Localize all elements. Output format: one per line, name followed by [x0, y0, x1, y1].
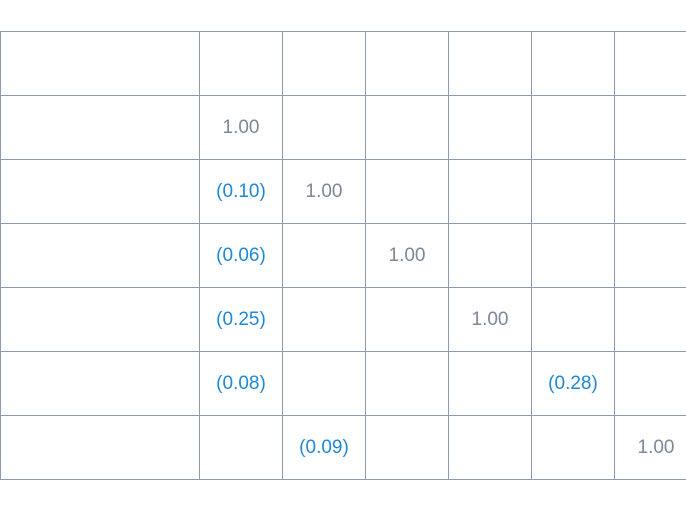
table-row: (0.25) 1.00 [0, 287, 686, 352]
table-row: (0.09) 1.00 [0, 415, 686, 480]
table-cell [448, 95, 532, 160]
header-cell [365, 31, 449, 96]
table-body: 1.00 (0.10) 1.00 (0.06) 1.00 [0, 31, 686, 480]
table-cell [365, 159, 449, 224]
table-cell: (0.06) [199, 223, 283, 288]
table-cell [531, 159, 615, 224]
header-row [0, 31, 686, 96]
table-cell [282, 287, 366, 352]
header-cell [448, 31, 532, 96]
table-cell: 1.00 [282, 159, 366, 224]
table-cell [199, 415, 283, 480]
table-cell [448, 351, 532, 416]
table-cell: (0.28) [531, 351, 615, 416]
header-cell [614, 31, 686, 96]
table-cell [448, 415, 532, 480]
table-row: (0.08) (0.28) [0, 351, 686, 416]
table-cell [531, 223, 615, 288]
table-cell [531, 415, 615, 480]
table-cell [448, 159, 532, 224]
table-cell [365, 287, 449, 352]
table-cell [614, 351, 686, 416]
row-label [0, 159, 200, 224]
table-cell [282, 351, 366, 416]
row-label [0, 287, 200, 352]
row-label [0, 351, 200, 416]
table-cell [614, 223, 686, 288]
table-row: 1.00 [0, 95, 686, 160]
table-cell: 1.00 [448, 287, 532, 352]
table-cell [365, 95, 449, 160]
table-row: (0.06) 1.00 [0, 223, 686, 288]
table-cell [282, 223, 366, 288]
table-cell: (0.10) [199, 159, 283, 224]
header-cell-label [0, 31, 200, 96]
table-cell: 1.00 [365, 223, 449, 288]
table-cell [531, 287, 615, 352]
row-label [0, 95, 200, 160]
table-cell [282, 95, 366, 160]
table-cell [448, 223, 532, 288]
table-cell: 1.00 [614, 415, 686, 480]
table-cell: (0.25) [199, 287, 283, 352]
table-cell: (0.08) [199, 351, 283, 416]
table-cell [614, 287, 686, 352]
table-cell [614, 159, 686, 224]
correlation-table: 1.00 (0.10) 1.00 (0.06) 1.00 [0, 31, 686, 480]
table-cell: (0.09) [282, 415, 366, 480]
table-cell [365, 351, 449, 416]
header-cell [199, 31, 283, 96]
row-label [0, 415, 200, 480]
table-cell [531, 95, 615, 160]
table-cell: 1.00 [199, 95, 283, 160]
row-label [0, 223, 200, 288]
table-row: (0.10) 1.00 [0, 159, 686, 224]
table-cell [614, 95, 686, 160]
header-cell [531, 31, 615, 96]
table-cell [365, 415, 449, 480]
header-cell [282, 31, 366, 96]
